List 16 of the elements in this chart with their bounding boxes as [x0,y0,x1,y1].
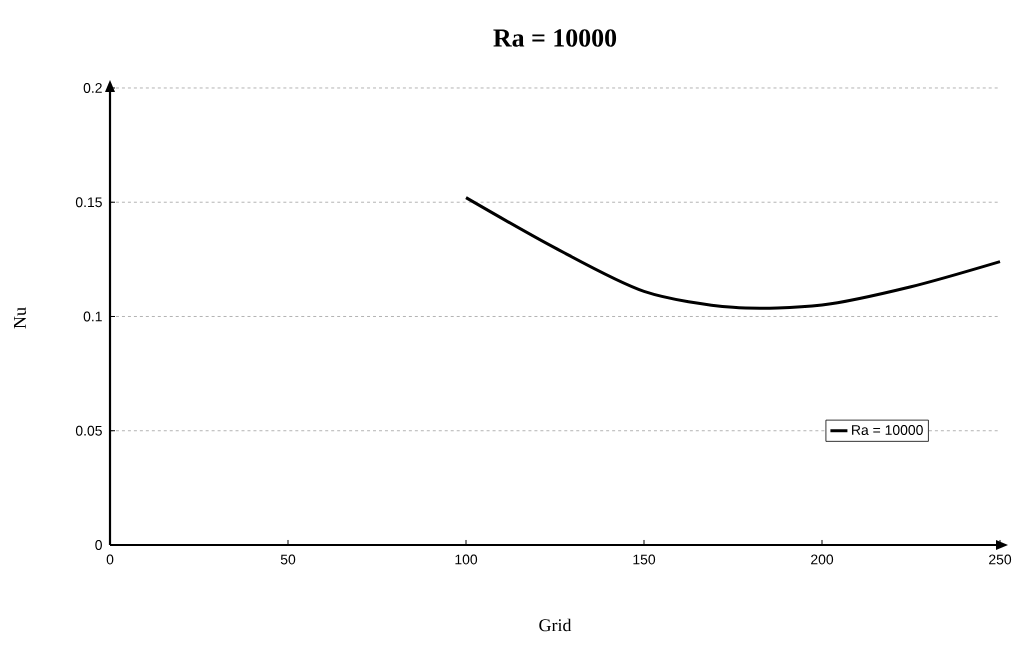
y-tick-label: 0.1 [83,311,102,322]
chart-title: Ra = 10000 [493,29,617,47]
y-axis-title: Nu [14,307,26,329]
x-tick-label: 250 [989,554,1012,565]
legend-label: Ra = 10000 [852,425,923,435]
x-tick-label: 200 [811,554,834,565]
y-tick-label: 0.05 [75,425,102,436]
x-axis-title: Grid [539,618,572,632]
x-tick-label: 100 [455,554,478,565]
y-tick-label: 0.2 [83,83,102,93]
line-series [464,196,1002,310]
x-tick-label: 50 [280,554,296,565]
y-tick-label: 0.15 [75,197,102,208]
x-tick-label: 0 [106,554,114,565]
y-tick-label: 0 [95,540,102,550]
x-tick-label: 150 [633,554,656,565]
